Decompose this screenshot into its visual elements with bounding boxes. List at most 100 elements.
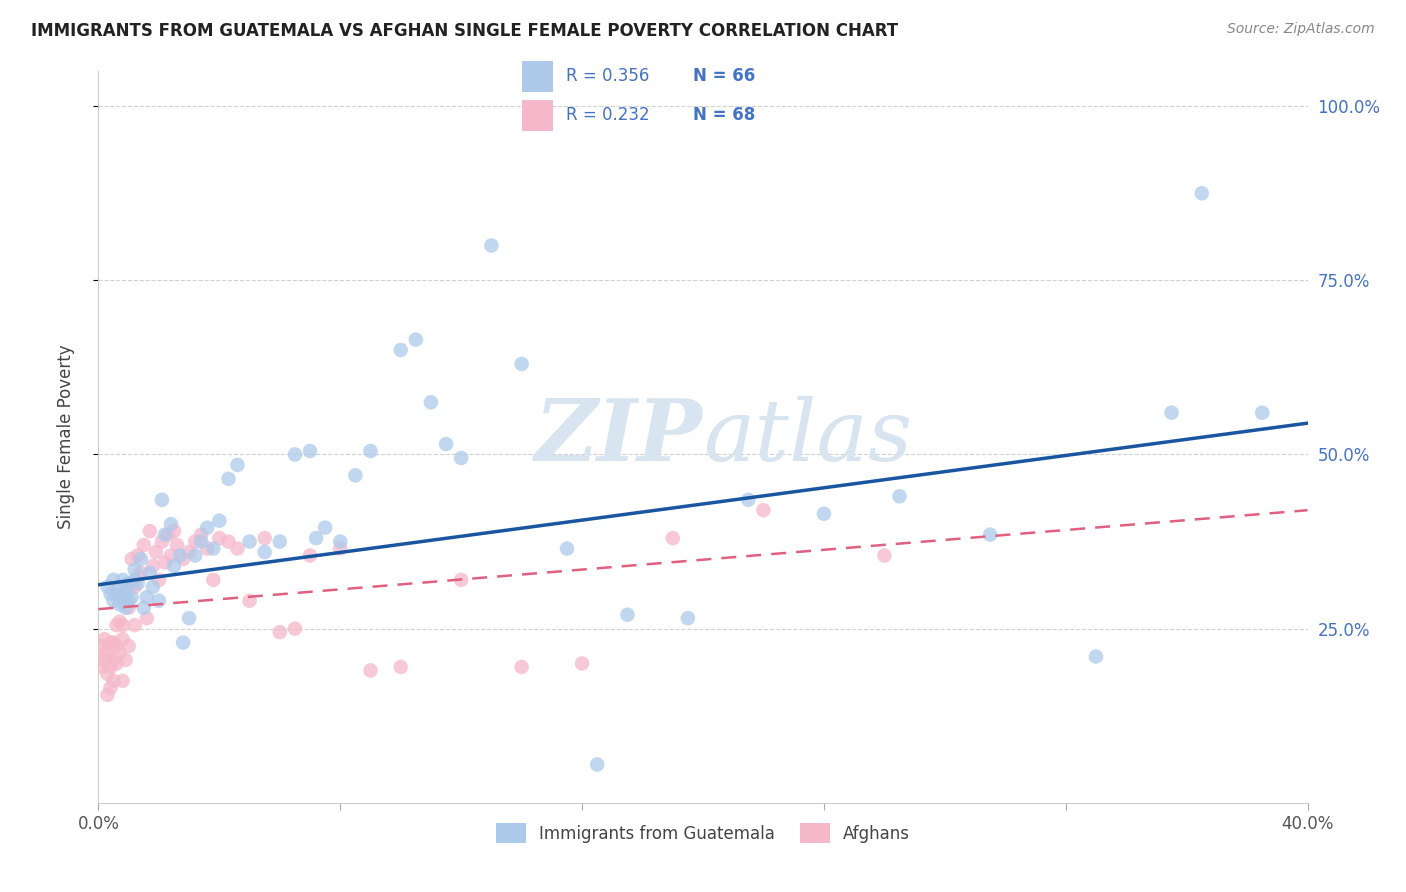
Point [269,534,291,549]
Point [105,657,128,671]
FancyBboxPatch shape [523,62,554,92]
Point [163,524,186,538]
Point [160,517,183,532]
Point [202,573,225,587]
Point [450,573,472,587]
Point [135,611,157,625]
Text: Source: ZipAtlas.com: Source: ZipAtlas.com [1227,22,1375,37]
Point [434,437,457,451]
Point [571,657,593,671]
Point [103,673,125,688]
Point [93,653,115,667]
Point [160,549,183,563]
Point [226,458,249,472]
Text: N = 68: N = 68 [693,106,755,124]
Point [148,573,170,587]
Point [179,611,201,625]
Point [172,635,194,649]
Point [124,573,146,587]
Point [114,591,136,605]
Point [103,594,125,608]
Point [329,541,352,556]
Point [1251,406,1274,420]
Point [103,635,125,649]
Point [481,238,503,252]
Point [132,538,155,552]
Point [184,534,207,549]
Point [127,549,149,563]
Point [405,333,427,347]
Point [90,639,112,653]
Point [190,527,212,541]
Point [202,541,225,556]
Point [208,514,231,528]
Point [1191,186,1213,201]
Point [389,343,412,357]
Point [96,646,118,660]
Point [114,583,136,598]
Point [114,600,136,615]
Point [616,607,638,622]
Point [217,472,239,486]
Text: N = 66: N = 66 [693,68,755,86]
Point [208,531,231,545]
Point [100,681,122,695]
Point [420,395,443,409]
Point [169,549,191,563]
Point [124,580,146,594]
Legend: Immigrants from Guatemala, Afghans: Immigrants from Guatemala, Afghans [489,817,917,849]
Point [93,646,115,660]
Point [96,688,118,702]
Point [150,492,173,507]
Point [813,507,835,521]
Text: atlas: atlas [703,396,912,478]
Point [299,444,322,458]
Point [239,594,262,608]
Y-axis label: Single Female Poverty: Single Female Poverty [56,345,75,529]
Point [226,541,249,556]
Point [510,660,533,674]
Point [105,618,128,632]
Point [139,566,162,580]
Point [1160,406,1182,420]
Point [389,660,412,674]
Point [121,552,143,566]
Point [156,527,179,541]
Point [184,549,207,563]
Point [284,622,307,636]
Point [314,521,336,535]
Point [135,591,157,605]
Point [93,632,115,646]
FancyBboxPatch shape [523,100,554,130]
Point [108,597,131,611]
Point [676,611,699,625]
Point [166,538,188,552]
Point [111,632,134,646]
Text: ZIP: ZIP [536,395,703,479]
Point [269,625,291,640]
Point [103,653,125,667]
Point [360,444,382,458]
Point [111,618,134,632]
Point [121,591,143,605]
Point [195,541,218,556]
Text: R = 0.232: R = 0.232 [565,106,650,124]
Point [118,639,141,653]
Point [108,646,131,660]
Point [142,558,165,573]
Point [111,591,134,605]
Point [132,600,155,615]
Point [118,600,141,615]
Point [253,531,276,545]
Text: IMMIGRANTS FROM GUATEMALA VS AFGHAN SINGLE FEMALE POVERTY CORRELATION CHART: IMMIGRANTS FROM GUATEMALA VS AFGHAN SING… [31,22,898,40]
Point [127,576,149,591]
Point [124,562,146,576]
Point [889,489,911,503]
Point [239,534,262,549]
Point [142,580,165,594]
Point [105,587,128,601]
Point [124,618,146,632]
Point [118,594,141,608]
Point [737,492,759,507]
Point [329,534,352,549]
